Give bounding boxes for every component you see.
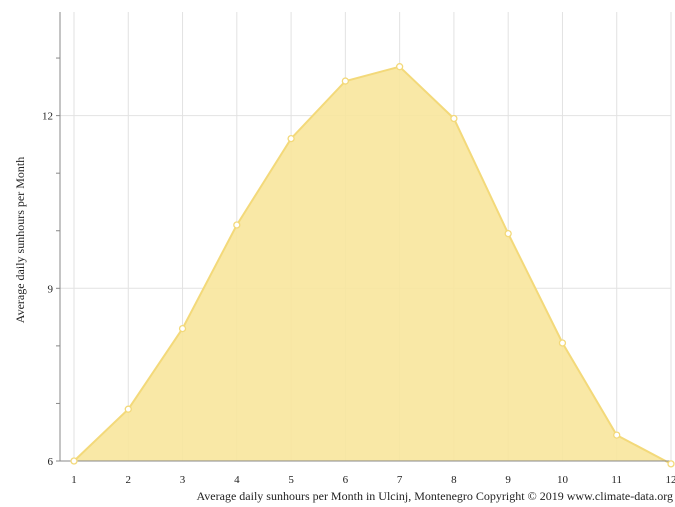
x-tick-label: 7: [397, 474, 403, 486]
x-tick-label: 11: [611, 474, 622, 486]
sunhours-line: [73, 65, 672, 465]
y-tick-label: 6: [48, 456, 54, 468]
x-tick-label: 12: [666, 474, 675, 486]
x-axis-title: Average daily sunhours per Month in Ulci…: [197, 489, 673, 503]
x-tick-labels: 1 2 3 4 5 6 7 8 9 10 11 12: [71, 474, 675, 486]
data-point-month-5: [287, 134, 295, 143]
axes: [56, 12, 671, 462]
data-point-month-6: [341, 77, 350, 85]
data-point-month-4: [233, 221, 241, 229]
data-point-month-12: [667, 460, 675, 468]
x-tick-label: 10: [557, 474, 569, 486]
y-tick-label: 12: [42, 111, 53, 123]
data-point-month-10: [558, 339, 567, 347]
y-tick-labels: 6 9 12: [42, 111, 54, 468]
y-axis-title: Average daily sunhours per Month: [13, 157, 27, 323]
data-point-month-1: [70, 457, 78, 465]
x-tick-label: 8: [451, 474, 457, 486]
data-point-month-2: [124, 405, 132, 413]
x-tick-label: 6: [343, 474, 349, 486]
data-point-month-11: [613, 431, 621, 439]
x-tick-label: 1: [71, 474, 77, 486]
x-tick-label: 4: [234, 474, 240, 486]
data-point-month-8: [450, 114, 458, 123]
x-tick-label: 3: [180, 474, 186, 486]
x-tick-label: 2: [126, 474, 132, 486]
sunhours-area: [74, 66, 671, 464]
data-point-month-7: [395, 63, 404, 71]
x-tick-label: 9: [505, 474, 511, 486]
x-tick-label: 5: [288, 474, 294, 486]
data-point-month-3: [178, 324, 187, 333]
data-points: [70, 63, 675, 468]
y-tick-label: 9: [48, 283, 54, 295]
data-point-month-9: [504, 229, 512, 238]
